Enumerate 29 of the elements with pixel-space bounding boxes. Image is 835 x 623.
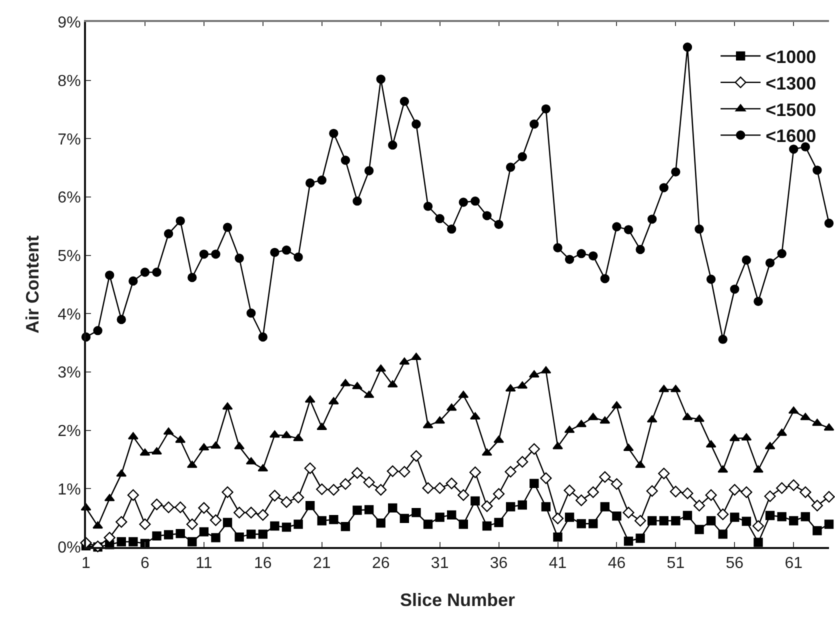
y-axis-title: Air Content <box>22 236 42 334</box>
y-tick-label: 1% <box>58 481 81 498</box>
y-tick-label: 5% <box>58 248 81 265</box>
y-tick-label: 7% <box>58 131 81 148</box>
x-axis-title: Slice Number <box>400 590 516 610</box>
x-tick-label: 1 <box>82 555 91 572</box>
x-tick-label: 11 <box>196 555 212 572</box>
x-tick-label: 56 <box>726 555 744 572</box>
x-tick-label: 36 <box>490 555 508 572</box>
y-tick-label: 2% <box>58 422 81 440</box>
x-tick-label: 6 <box>140 555 150 572</box>
legend-label: <1300 <box>766 73 816 94</box>
y-tick-label: 4% <box>58 306 81 324</box>
x-tick-label: 26 <box>372 555 390 572</box>
y-tick-label: 3% <box>58 364 81 382</box>
y-tick-label: 9% <box>58 14 81 32</box>
x-tick-label: 46 <box>608 555 626 572</box>
x-tick-label: 51 <box>666 555 685 572</box>
legend-label: <1000 <box>766 46 816 67</box>
x-tick-label: 31 <box>430 555 449 572</box>
y-tick-label: 8% <box>58 72 81 90</box>
x-tick-label: 61 <box>784 555 803 572</box>
x-tick-label: 41 <box>548 555 567 572</box>
x-tick-label: 16 <box>254 555 272 572</box>
y-tick-label: 0% <box>58 540 81 557</box>
legend-label: <1500 <box>766 100 816 120</box>
y-tick-label: 6% <box>58 190 81 207</box>
legend-label: <1600 <box>766 126 816 146</box>
x-tick-label: 21 <box>312 555 331 572</box>
